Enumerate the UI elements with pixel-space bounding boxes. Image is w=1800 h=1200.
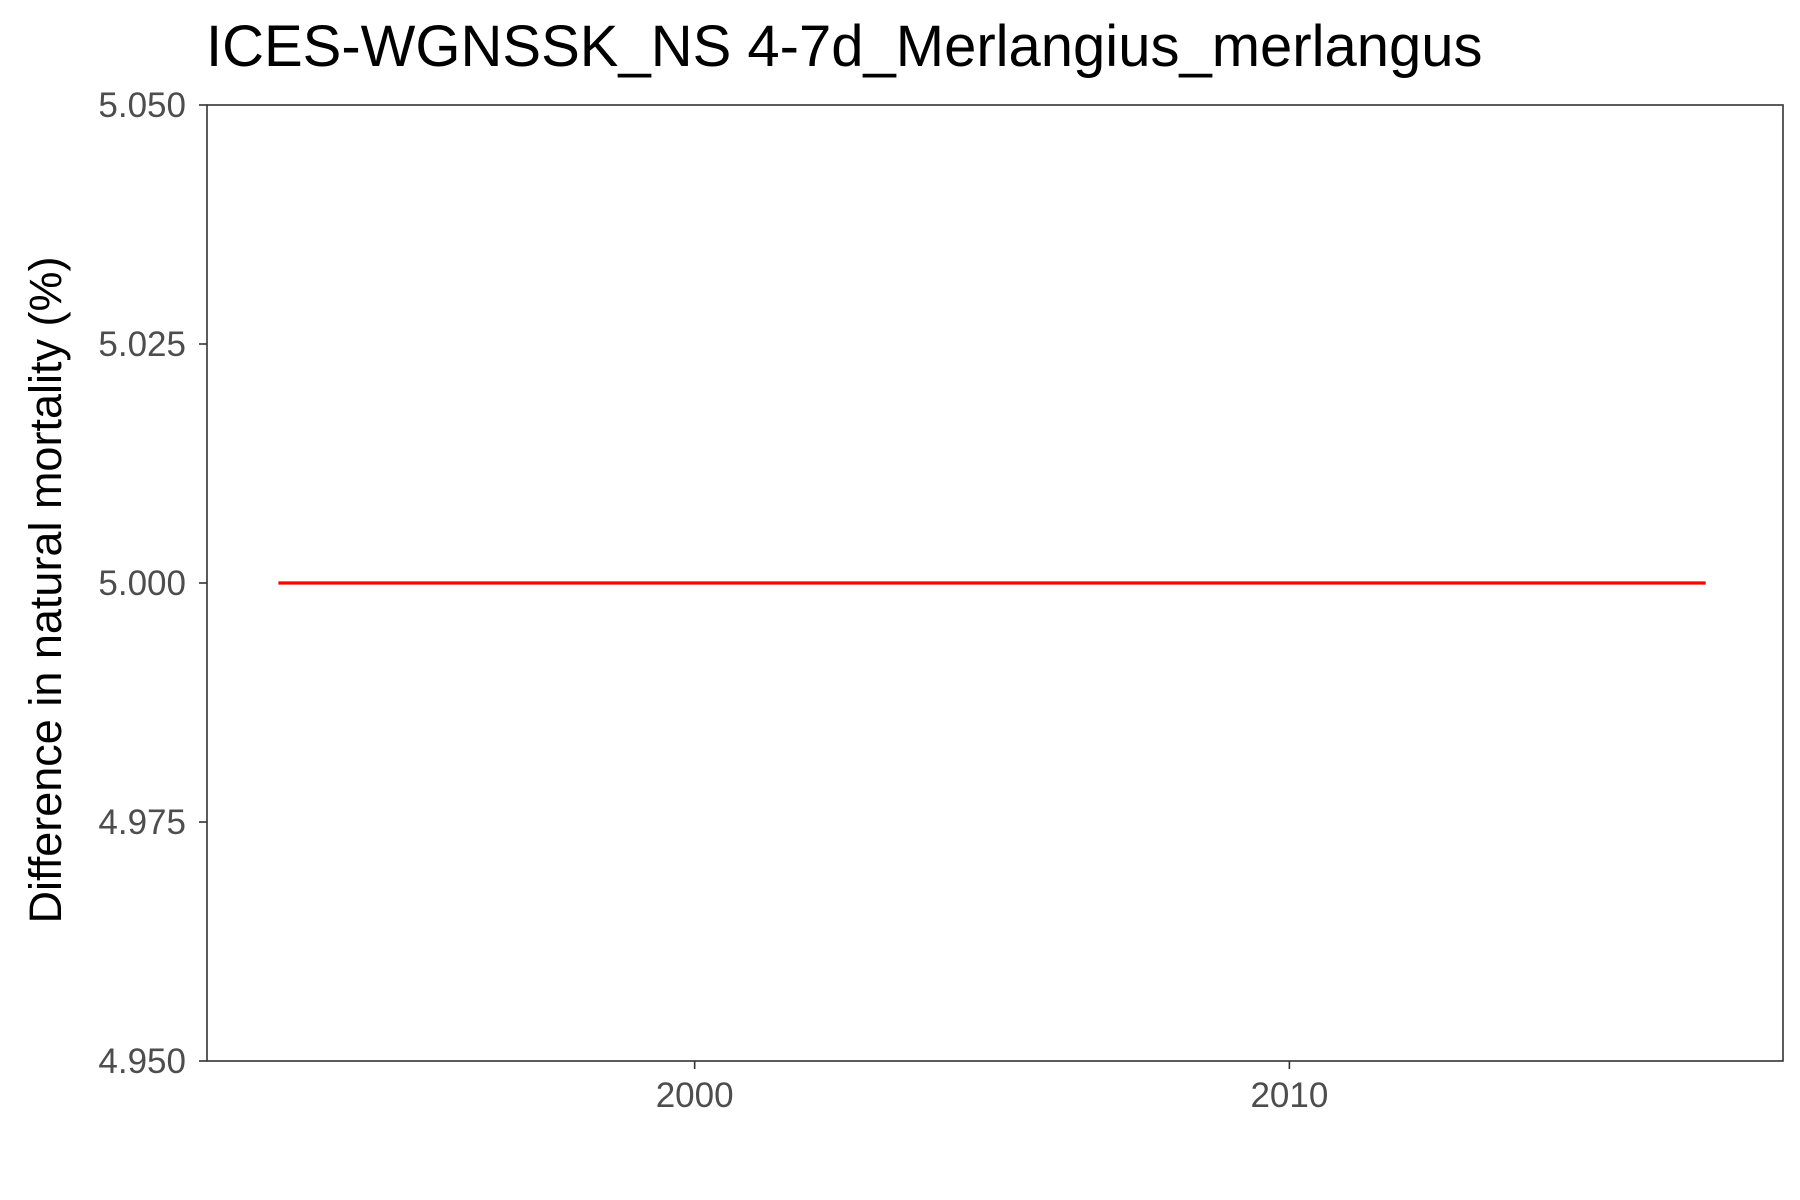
chart-title: ICES-WGNSSK_NS 4-7d_Merlangius_merlangus <box>206 14 1483 79</box>
y-tick-label: 5.000 <box>98 564 186 603</box>
y-axis-label: Difference in natural mortality (%) <box>20 257 71 924</box>
y-tick-label: 4.975 <box>98 803 186 842</box>
x-tick-label: 2000 <box>656 1076 734 1115</box>
x-tick-label: 2010 <box>1250 1076 1328 1115</box>
y-axis-ticks: 4.950 4.975 5.000 5.025 5.050 <box>98 86 207 1081</box>
y-tick-label: 5.025 <box>98 325 186 364</box>
y-tick-label: 5.050 <box>98 86 186 125</box>
x-axis-ticks: 2000 2010 <box>656 1061 1328 1115</box>
y-tick-label: 4.950 <box>98 1042 186 1081</box>
plot-panel-border <box>206 104 1784 1062</box>
